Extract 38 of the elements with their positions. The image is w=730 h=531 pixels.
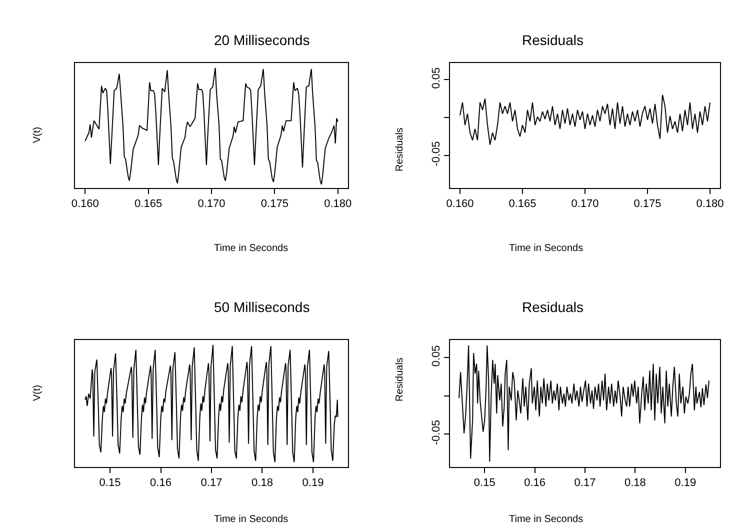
x-tick-label: 0.18 (624, 477, 646, 490)
x-tick-label: 0.17 (574, 477, 596, 490)
x-tick-label: 0.165 (134, 198, 162, 210)
x-tick-label: 0.16 (150, 477, 172, 490)
x-tick-label: 0.18 (252, 477, 273, 490)
x-tick-label: 0.16 (524, 477, 546, 490)
x-tick-label: 0.175 (260, 198, 288, 210)
line-series (458, 344, 710, 462)
x-tick-label: 0.15 (474, 477, 496, 490)
x-axis-title: Time in Seconds (214, 514, 288, 525)
x-tick-label: 0.19 (302, 477, 324, 490)
x-tick-label: 0.170 (571, 198, 599, 210)
chart-title: 20 Milliseconds (214, 32, 310, 48)
x-tick-label: 0.180 (696, 198, 724, 210)
x-tick-label: 0.15 (99, 477, 121, 490)
x-tick-label: 0.180 (324, 198, 352, 210)
y-axis-title: V(t) (32, 384, 43, 401)
x-tick-label: 0.175 (634, 198, 662, 210)
y-axis-title: Residuals (394, 358, 406, 402)
chart-title: Residuals (522, 299, 584, 315)
x-tick-label: 0.165 (508, 198, 536, 210)
x-axis-title: Time in Seconds (214, 243, 288, 254)
x-tick-label: 0.160 (446, 198, 474, 210)
x-tick-label: 0.19 (674, 477, 696, 490)
y-axis-title: Residuals (394, 128, 406, 172)
x-tick-label: 0.170 (198, 198, 226, 210)
chart-title: Residuals (522, 32, 584, 48)
chart-title: 50 Milliseconds (214, 299, 310, 315)
line-series (460, 94, 710, 146)
x-axis-title: Time in Seconds (509, 243, 584, 254)
y-tick-label: -0.05 (430, 141, 443, 166)
y-tick-label: 0.05 (430, 67, 443, 89)
x-axis-title: Time in Seconds (509, 514, 584, 525)
y-axis-title: V(t) (32, 126, 43, 143)
y-tick-label: -0.05 (430, 420, 443, 445)
x-tick-label: 0.17 (200, 477, 222, 490)
y-tick-label: 0.05 (430, 345, 443, 367)
x-tick-label: 0.160 (71, 198, 99, 210)
